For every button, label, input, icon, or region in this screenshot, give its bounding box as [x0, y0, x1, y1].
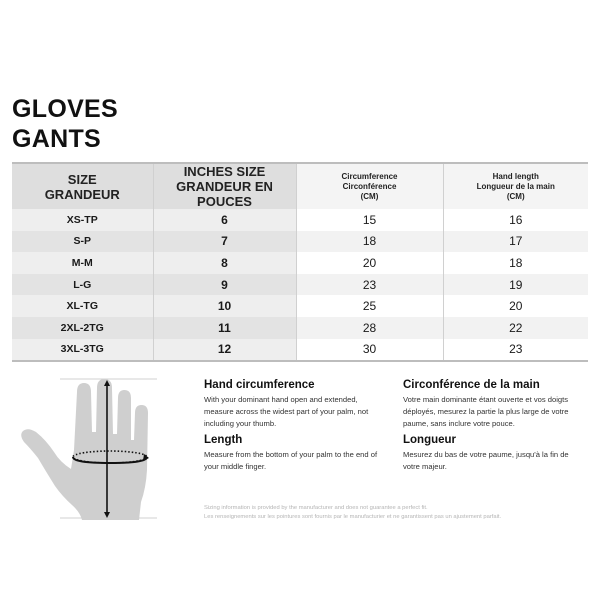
- header-circumference: Circumference Circonférence (CM): [296, 163, 444, 209]
- cell-length: 19: [443, 273, 588, 296]
- cell-size: M-M: [12, 252, 154, 274]
- cell-inches: 6: [153, 209, 297, 231]
- table-row: L-G 9 23 19: [12, 273, 588, 296]
- length-heading-en: Length: [204, 434, 243, 446]
- cell-size: 3XL-3TG: [12, 338, 154, 362]
- title-fr: GANTS: [12, 125, 101, 153]
- header-size: SIZE GRANDEUR: [12, 163, 154, 209]
- cell-length: 18: [443, 252, 588, 274]
- length-heading-fr: Longueur: [403, 434, 457, 446]
- circumference-text-fr: Votre main dominante étant ouverte et vo…: [403, 395, 569, 428]
- title-en: GLOVES: [12, 95, 118, 123]
- circumference-heading-en: Hand circumference: [204, 379, 315, 391]
- table-row: M-M 8 20 18: [12, 252, 588, 274]
- length-fr: Longueur Mesurez du bas de votre paume, …: [403, 433, 578, 473]
- cell-size: XL-TG: [12, 295, 154, 317]
- cell-circumference: 18: [296, 230, 444, 253]
- cell-size: L-G: [12, 273, 154, 296]
- cell-circumference: 30: [296, 338, 444, 362]
- cell-length: 16: [443, 209, 588, 231]
- cell-length: 23: [443, 338, 588, 362]
- table-row: XS-TP 6 15 16: [12, 209, 588, 231]
- length-en: Length Measure from the bottom of your p…: [204, 433, 379, 473]
- cell-inches: 11: [153, 316, 297, 339]
- disclaimer-fr: Les renseignements sur les pointures son…: [204, 514, 502, 520]
- cell-length: 17: [443, 230, 588, 253]
- header-length: Hand length Longueur de la main (CM): [443, 163, 588, 209]
- cell-circumference: 25: [296, 295, 444, 317]
- circumference-text-en: With your dominant hand open and extende…: [204, 395, 369, 428]
- circumference-heading-fr: Circonférence de la main: [403, 379, 540, 391]
- cell-length: 22: [443, 316, 588, 339]
- cell-inches: 7: [153, 230, 297, 253]
- hand-measurement-icon: [21, 378, 157, 520]
- table-row: 2XL-2TG 11 28 22: [12, 316, 588, 339]
- disclaimer-en: Sizing information is provided by the ma…: [204, 505, 428, 511]
- size-chart-table: SIZE GRANDEUR INCHES SIZE GRANDEUR EN POUC…: [12, 162, 588, 363]
- cell-size: 2XL-2TG: [12, 316, 154, 339]
- cell-inches: 8: [153, 252, 297, 274]
- cell-circumference: 23: [296, 273, 444, 296]
- cell-inches: 9: [153, 273, 297, 296]
- cell-size: XS-TP: [12, 209, 154, 231]
- table-row: S-P 7 18 17: [12, 230, 588, 253]
- table-row: 3XL-3TG 12 30 23: [12, 338, 588, 362]
- hand-circumference-en: Hand circumference With your dominant ha…: [204, 378, 379, 430]
- length-text-fr: Mesurez du bas de votre paume, jusqu'à l…: [403, 450, 569, 471]
- cell-size: S-P: [12, 230, 154, 253]
- disclaimer: Sizing information is provided by the ma…: [204, 504, 501, 522]
- cell-circumference: 28: [296, 316, 444, 339]
- cell-circumference: 15: [296, 209, 444, 231]
- table-header-row: SIZE GRANDEUR INCHES SIZE GRANDEUR EN POUC…: [12, 163, 588, 209]
- cell-length: 20: [443, 295, 588, 317]
- cell-inches: 10: [153, 295, 297, 317]
- table-row: XL-TG 10 25 20: [12, 295, 588, 317]
- hand-circumference-fr: Circonférence de la main Votre main domi…: [403, 378, 583, 430]
- cell-inches: 12: [153, 338, 297, 362]
- cell-circumference: 20: [296, 252, 444, 274]
- header-inches: INCHES SIZE GRANDEUR EN POUCES: [153, 163, 297, 209]
- length-text-en: Measure from the bottom of your palm to …: [204, 450, 378, 471]
